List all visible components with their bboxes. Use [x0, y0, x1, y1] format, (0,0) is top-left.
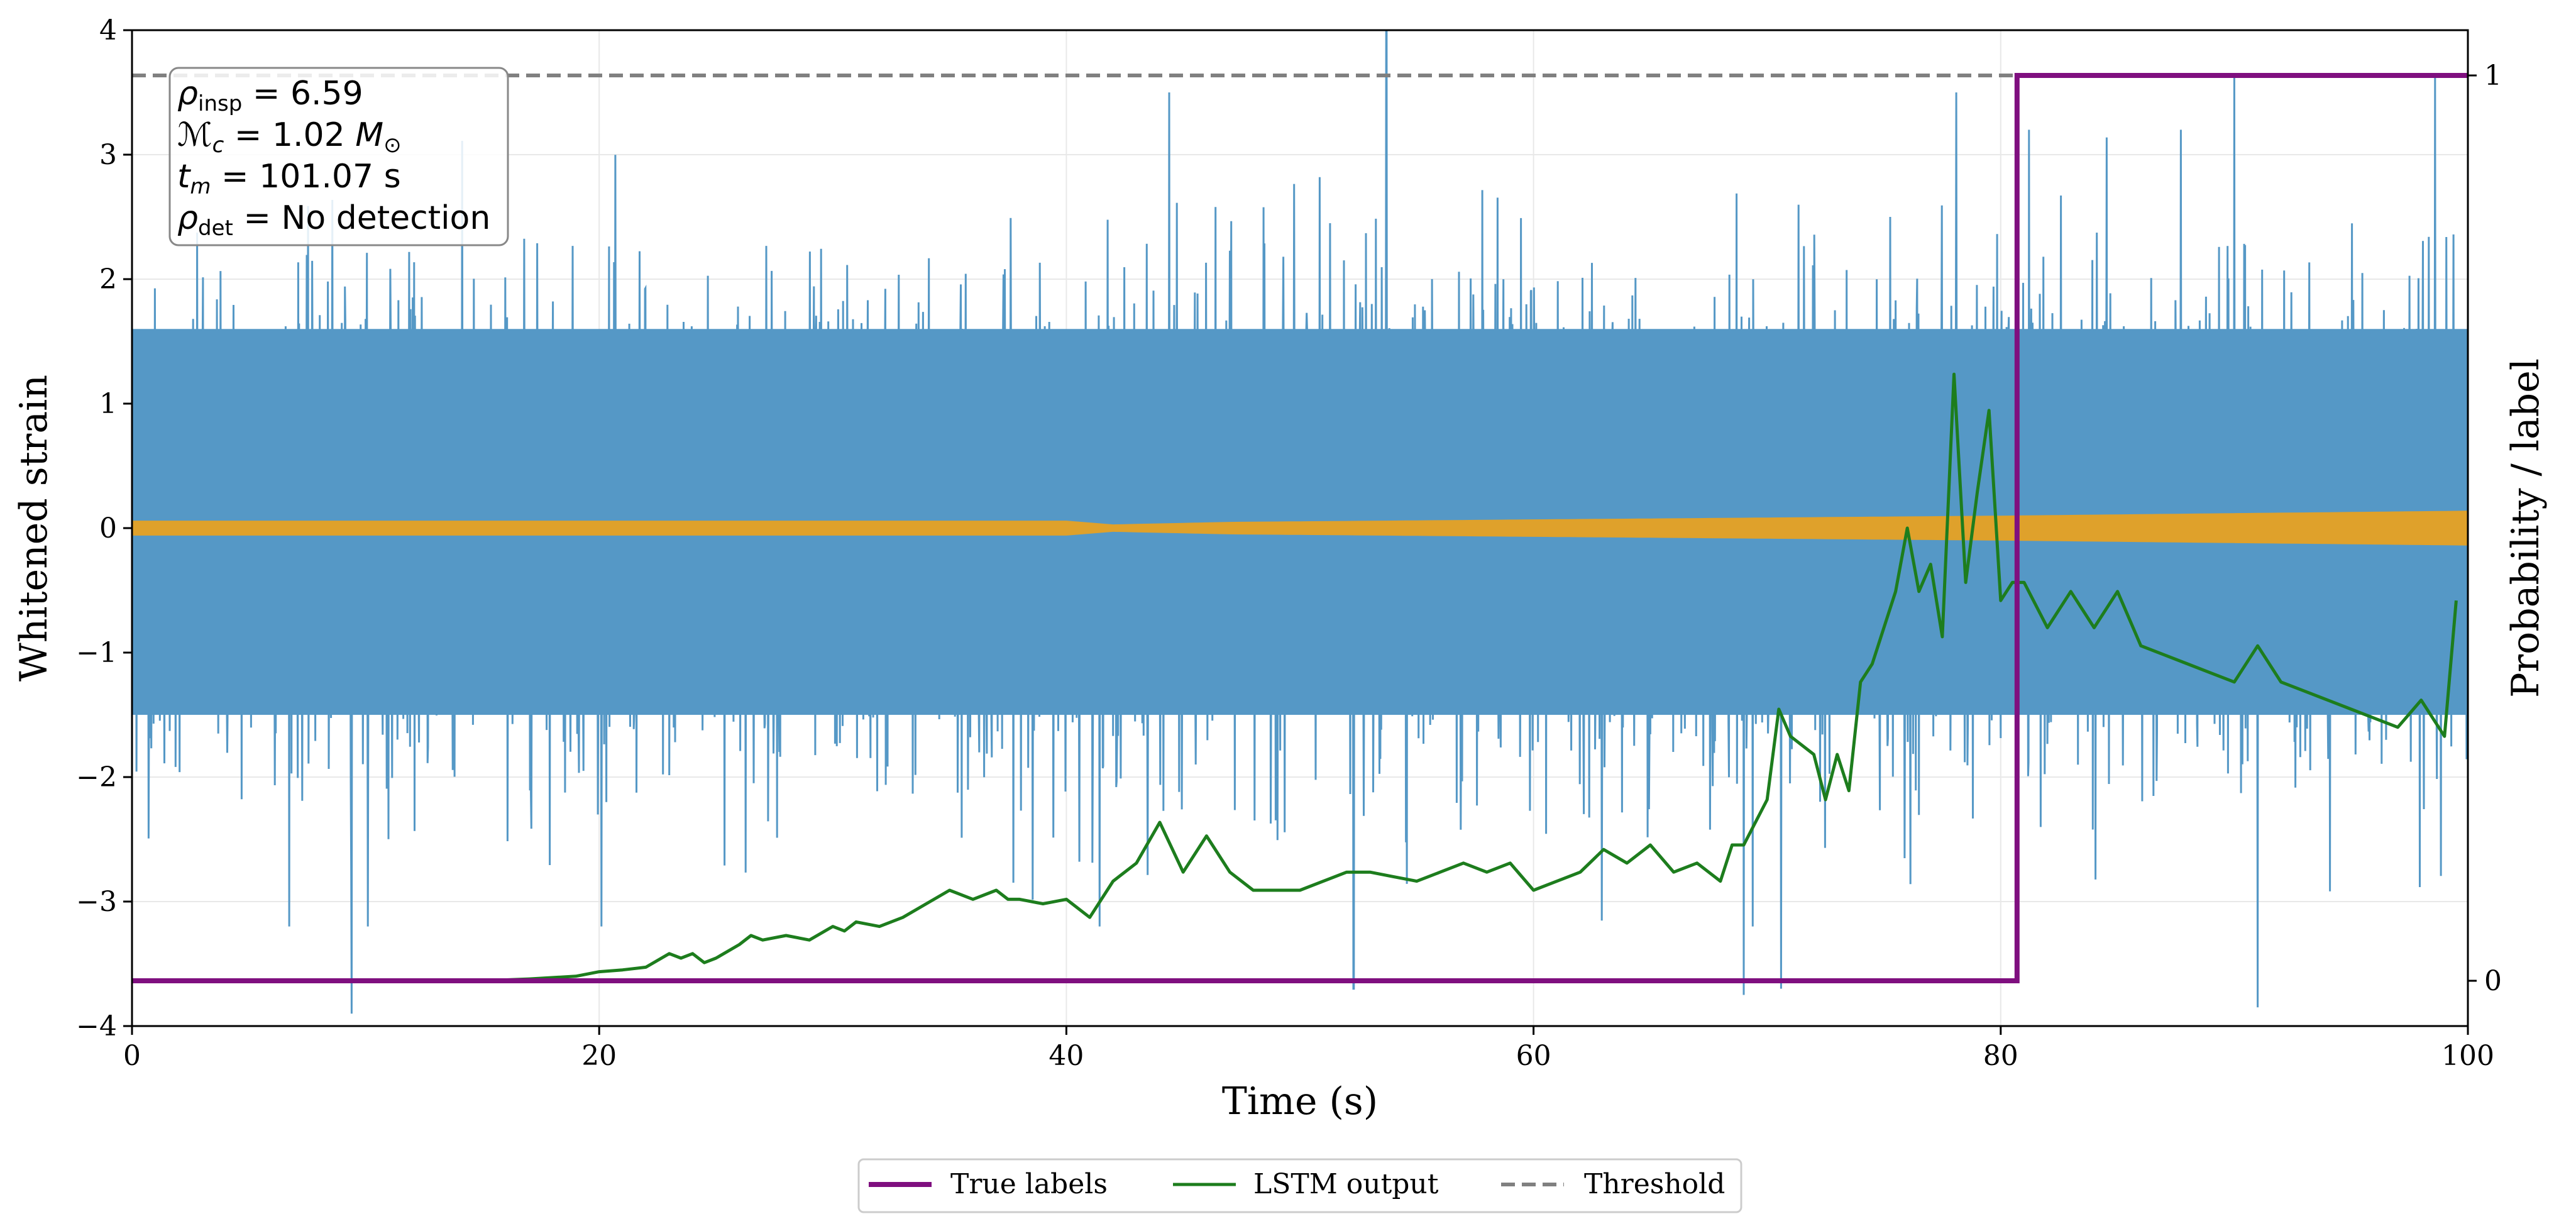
- rho-det-symbol: ρ: [177, 199, 198, 237]
- m-subscript: m: [190, 174, 211, 199]
- rho-symbol: ρ: [177, 75, 198, 113]
- legend-frame: [857, 1158, 1742, 1213]
- rho-det-value: = No detection: [233, 199, 490, 237]
- info-line-chirp-mass: ℳc = 1.02 M⊙: [177, 116, 402, 158]
- c-subscript: c: [212, 133, 224, 158]
- y-left-tick-label: −4: [76, 1010, 117, 1042]
- info-line-merger-time: tm = 101.07 s: [177, 158, 401, 199]
- info-box: ρinsp = 6.59 ℳc = 1.02 M⊙ tm = 101.07 s …: [168, 67, 509, 246]
- chirp-mass-value: = 1.02: [224, 116, 355, 154]
- y-axis-right-label: Probability / label: [2504, 358, 2548, 698]
- x-tick-label: 100: [2441, 1040, 2494, 1072]
- merger-time-value: = 101.07 s: [211, 158, 401, 196]
- x-tick-label: 80: [1983, 1040, 2018, 1072]
- x-axis-ticks: 0 20 40 60 80 100: [123, 1026, 2494, 1072]
- det-subscript: det: [198, 216, 233, 241]
- msun-m: M: [355, 116, 383, 154]
- legend-true-labels-label: True labels: [950, 1168, 1108, 1200]
- rho-insp-value: = 6.59: [242, 75, 363, 113]
- insp-subscript: insp: [198, 91, 242, 116]
- x-tick-label: 40: [1049, 1040, 1084, 1072]
- chirp-mass-symbol: ℳ: [177, 116, 212, 154]
- y-left-tick-label: 4: [99, 14, 117, 47]
- y-left-tick-label: 0: [99, 512, 117, 544]
- y-axis-left-ticks: −4 −3 −2 −1 0 1 2 3 4: [76, 14, 132, 1042]
- lstm-output-series: [132, 372, 2458, 983]
- y-left-tick-label: −1: [76, 637, 117, 669]
- t-symbol: t: [177, 158, 191, 196]
- y-left-tick-label: 2: [99, 263, 117, 295]
- legend-threshold-label: Threshold: [1584, 1168, 1725, 1200]
- x-tick-label: 60: [1516, 1040, 1551, 1072]
- y-axis-right-ticks: 01: [2468, 60, 2502, 997]
- y-right-tick-label: 0: [2484, 965, 2502, 997]
- true-labels-series: [132, 73, 2468, 983]
- y-left-tick-label: −3: [76, 886, 117, 918]
- msun-subscript: ⊙: [383, 133, 402, 158]
- y-left-tick-label: 1: [99, 388, 117, 420]
- y-left-tick-label: 3: [99, 139, 117, 171]
- legend-lstm-output-label: LSTM output: [1253, 1168, 1439, 1200]
- x-tick-label: 0: [123, 1040, 141, 1072]
- signal-series: [132, 511, 2468, 546]
- y-left-tick-label: −2: [76, 761, 117, 793]
- y-right-tick-label: 1: [2484, 60, 2502, 92]
- x-tick-label: 20: [581, 1040, 617, 1072]
- x-axis-label: Time (s): [1222, 1079, 1378, 1123]
- legend: True labels LSTM output Threshold: [857, 1158, 1742, 1213]
- y-axis-left-label: Whitened strain: [12, 375, 56, 682]
- info-line-rho-det: ρdet = No detection: [177, 199, 490, 241]
- info-line-rho-insp: ρinsp = 6.59: [177, 75, 363, 116]
